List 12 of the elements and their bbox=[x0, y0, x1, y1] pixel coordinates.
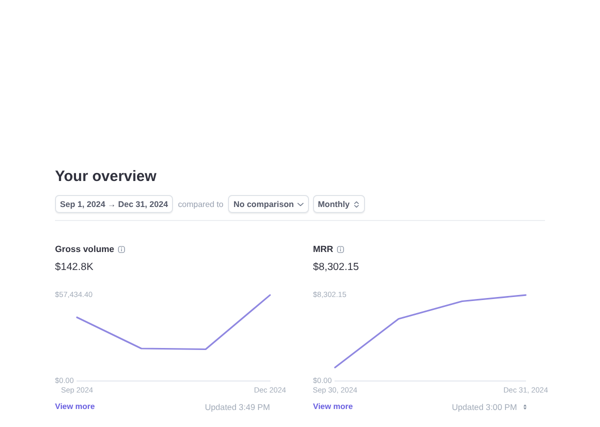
text: compared to bbox=[176, 200, 224, 208]
dropdown[interactable]: Monthly bbox=[312, 195, 365, 213]
dropdown[interactable]: No comparison bbox=[228, 195, 309, 213]
chart-subtitle: $142.8K bbox=[55, 261, 94, 274]
chart-title: MRR bbox=[313, 244, 334, 255]
text: Updated 3:00 PM bbox=[452, 402, 517, 412]
chart-title: Gross volume bbox=[55, 244, 114, 255]
date-range-button[interactable]: Sep 1, 2024 → Dec 31, 2024 bbox=[55, 195, 173, 213]
text: Your overview bbox=[55, 168, 156, 186]
text: Updated 3:49 PM bbox=[204, 402, 270, 412]
text: View more bbox=[55, 402, 95, 412]
text: View more bbox=[313, 402, 353, 412]
